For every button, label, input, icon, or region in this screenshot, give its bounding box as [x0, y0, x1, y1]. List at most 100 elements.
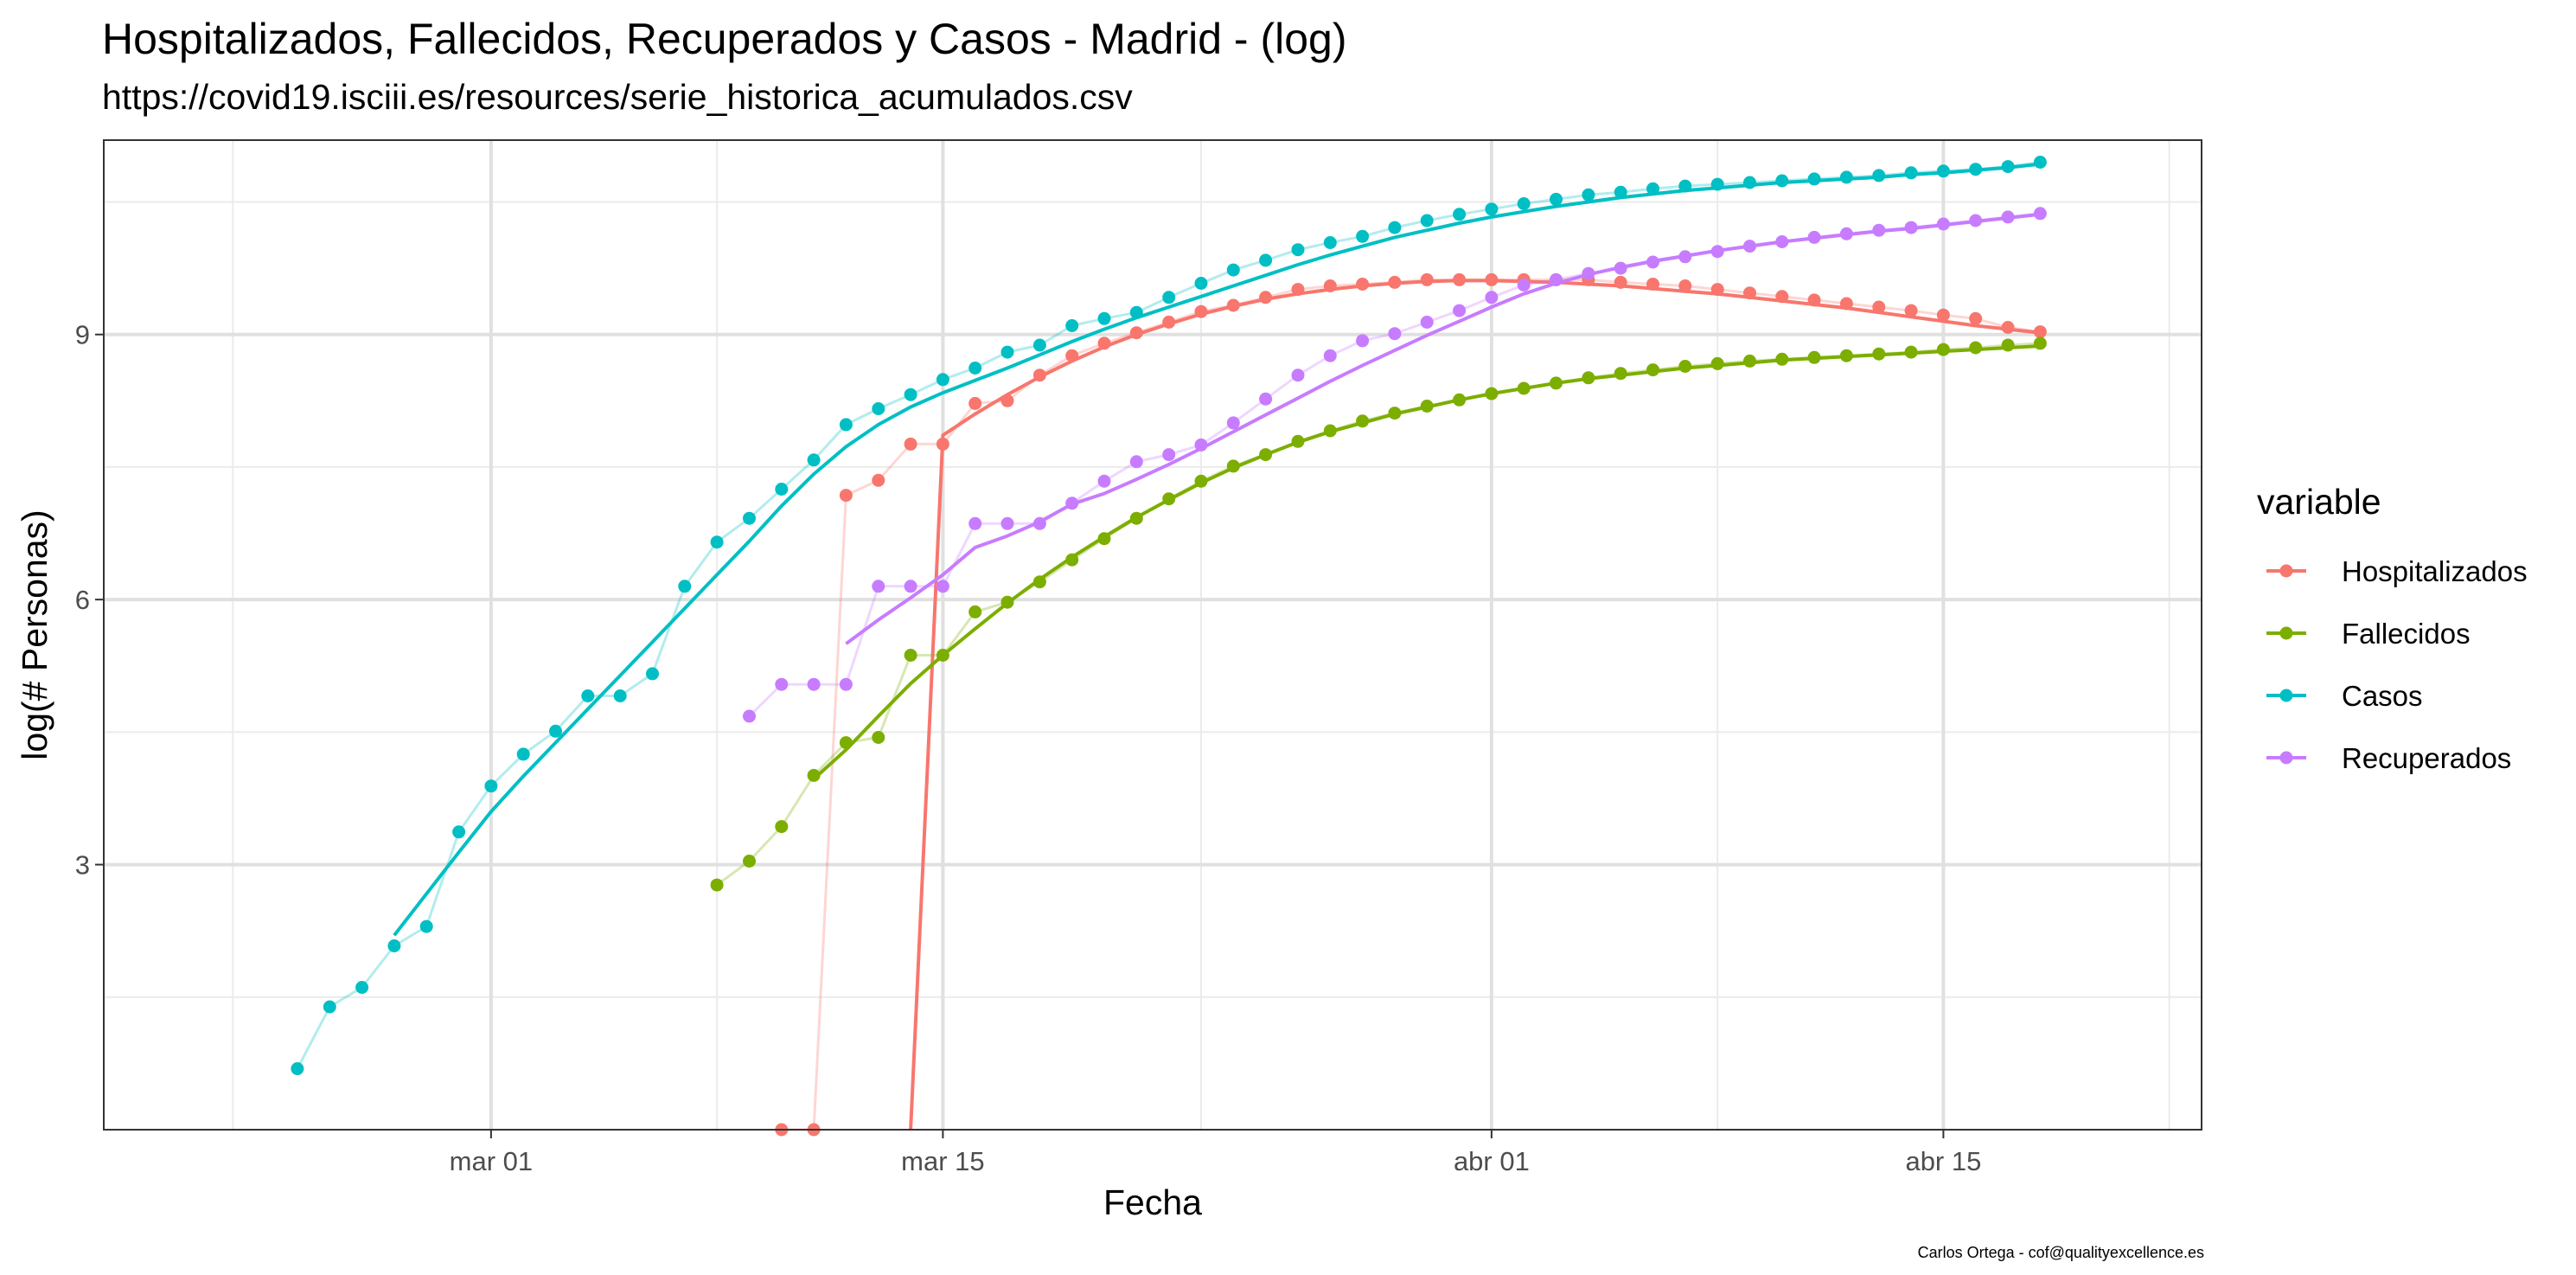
- series-casos-point: [1614, 185, 1627, 199]
- panel-border: [103, 139, 2202, 1131]
- series-casos-point: [1000, 345, 1014, 359]
- series-fallecidos-point: [1969, 341, 1983, 355]
- series-casos-point: [646, 667, 659, 681]
- series-casos-point: [1550, 192, 1563, 206]
- y-tick-label: 9: [75, 320, 90, 350]
- legend-key-point-recuperados: [2279, 751, 2293, 765]
- series-casos-point: [1775, 174, 1789, 188]
- series-fallecidos-point: [1453, 393, 1467, 407]
- series-recuperados-point: [2033, 207, 2047, 221]
- series-recuperados-point: [1323, 349, 1337, 362]
- series-casos-point: [419, 919, 433, 933]
- series-casos-point: [678, 580, 692, 593]
- series-casos-point: [1259, 253, 1273, 267]
- series-recuperados-point: [1420, 315, 1434, 329]
- series-casos-point: [355, 981, 369, 994]
- series-recuperados-point: [1162, 448, 1176, 462]
- series-casos-point: [710, 535, 724, 549]
- series-fallecidos-point: [1614, 367, 1627, 381]
- x-tick-label: abr 15: [1905, 1146, 1981, 1176]
- series-fallecidos-point: [1323, 424, 1337, 438]
- series-hospitalizados-point: [1000, 394, 1014, 407]
- series-hospitalizados-point: [872, 473, 885, 487]
- series-fallecidos-point: [2033, 336, 2047, 350]
- series-hospitalizados-point: [1420, 272, 1434, 286]
- series-hospitalizados-point: [1388, 275, 1402, 289]
- series-casos-point: [743, 511, 756, 525]
- series-recuperados-point: [1356, 334, 1370, 348]
- series-hospitalizados-point: [1485, 272, 1499, 286]
- series-fallecidos-point: [710, 878, 724, 892]
- series-recuperados-point: [1000, 516, 1014, 530]
- series-casos-point: [1582, 188, 1595, 202]
- series-recuperados-point: [1226, 416, 1240, 430]
- series-casos-point: [1323, 236, 1337, 249]
- series-hospitalizados-point: [839, 489, 853, 503]
- grid-major: [104, 140, 2202, 1130]
- series-recuperados-point: [1807, 230, 1821, 244]
- y-tick-label: 3: [75, 850, 90, 881]
- series-recuperados: [743, 207, 2047, 723]
- series-casos-point: [1517, 197, 1531, 210]
- series-fallecidos-point: [775, 820, 789, 834]
- series-hospitalizados-point: [1614, 275, 1627, 289]
- series-hospitalizados-point: [1678, 279, 1692, 292]
- series-hospitalizados-point: [1936, 308, 1950, 322]
- series-casos-point: [872, 402, 885, 415]
- legend-label-fallecidos: Fallecidos: [2342, 618, 2471, 650]
- series-hospitalizados-point: [1904, 304, 1918, 317]
- series-hospitalizados-point: [1065, 349, 1079, 362]
- series-casos-point: [1420, 214, 1434, 227]
- legend-label-casos: Casos: [2342, 680, 2423, 712]
- series-casos-point: [323, 1000, 336, 1014]
- series-recuperados-point: [1194, 438, 1208, 452]
- series-recuperados-point: [1517, 279, 1531, 292]
- series-recuperados-point: [1485, 291, 1499, 304]
- series-fallecidos-point: [872, 731, 885, 744]
- series-fallecidos-point: [1226, 459, 1240, 473]
- series-casos-point: [1485, 202, 1499, 216]
- chart-title: Hospitalizados, Fallecidos, Recuperados …: [102, 15, 1347, 63]
- series-casos-point: [775, 483, 789, 496]
- series-fallecidos-point: [1259, 448, 1273, 462]
- series-casos-smooth-line: [393, 162, 2041, 937]
- series-casos-point: [807, 453, 821, 467]
- series-recuperados-point: [1582, 266, 1595, 280]
- x-tick-label: mar 15: [901, 1146, 984, 1176]
- series-casos-point: [1936, 164, 1950, 178]
- series-fallecidos: [710, 336, 2047, 892]
- series-casos-point: [1097, 311, 1111, 325]
- series-fallecidos-point: [2001, 338, 2015, 352]
- series-casos-point: [387, 939, 401, 952]
- series-fallecidos-point: [1582, 371, 1595, 385]
- series-recuperados-point: [839, 677, 853, 691]
- series-fallecidos-point: [1097, 532, 1111, 546]
- series-hospitalizados-point: [1807, 293, 1821, 307]
- series-casos-point: [1291, 243, 1305, 257]
- legend-key-point-hospitalizados: [2279, 564, 2293, 578]
- series-casos-point: [516, 747, 530, 761]
- y-tick-label: 6: [75, 585, 90, 615]
- axes: mar 01 mar 15 abr 01 abr 15 3 6 9 Fecha log(# Pe…: [15, 320, 1981, 1222]
- x-tick-label: mar 01: [450, 1146, 533, 1176]
- series-hospitalizados-point: [1097, 336, 1111, 350]
- chart-subtitle: https://covid19.isciii.es/resources/seri…: [102, 77, 1133, 117]
- series-recuperados-point: [1259, 392, 1273, 406]
- series-casos-point: [1646, 182, 1659, 195]
- series-hospitalizados-point: [1872, 300, 1886, 314]
- series-casos-point: [1872, 169, 1886, 183]
- series-fallecidos-point: [1291, 434, 1305, 448]
- series-fallecidos-point: [1194, 474, 1208, 488]
- series-casos-point: [839, 418, 853, 432]
- series-recuperados-point: [775, 677, 789, 691]
- series-fallecidos-point: [904, 649, 917, 662]
- series-casos-point: [1807, 172, 1821, 186]
- series-casos-point: [1194, 277, 1208, 290]
- series-recuperados-point: [968, 516, 982, 530]
- series-hospitalizados-point: [2033, 325, 2047, 339]
- series-hospitalizados-point: [1646, 278, 1659, 291]
- series-fallecidos-point: [743, 855, 756, 868]
- series-hospitalizados-point: [1323, 279, 1337, 292]
- series-casos-point: [968, 362, 982, 375]
